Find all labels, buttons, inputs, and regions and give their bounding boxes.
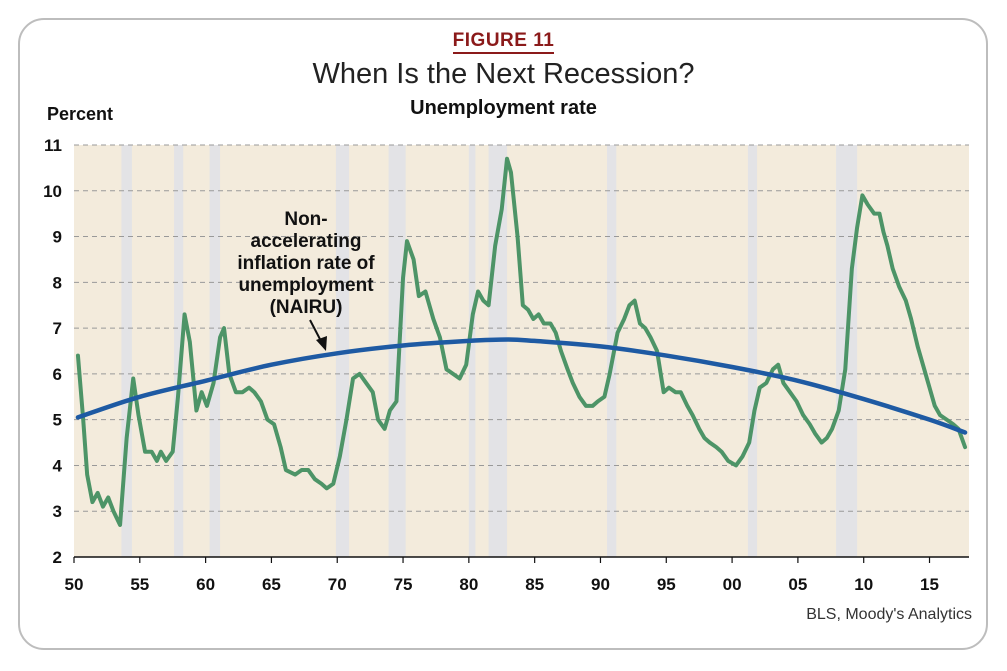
recession-band <box>174 145 184 557</box>
recession-band <box>468 145 476 557</box>
nairu-annotation-line: unemployment <box>238 275 374 296</box>
y-axis-unit-label: Percent <box>47 104 114 124</box>
x-tick-label: 70 <box>328 575 347 594</box>
y-tick-label: 9 <box>53 228 62 247</box>
y-tick-label: 5 <box>53 411 62 430</box>
nairu-annotation-line: accelerating <box>251 231 362 252</box>
y-tick-label: 7 <box>53 319 62 338</box>
nairu-annotation-line: (NAIRU) <box>270 297 343 318</box>
x-tick-label: 90 <box>591 575 610 594</box>
y-tick-label: 8 <box>53 273 62 292</box>
recession-band <box>209 145 221 557</box>
figure-label: FIGURE 11 <box>0 30 1007 54</box>
x-tick-label: 55 <box>130 575 149 594</box>
x-tick-label: 50 <box>65 575 84 594</box>
x-tick-label: 80 <box>459 575 478 594</box>
plot-background <box>74 145 969 557</box>
y-tick-label: 2 <box>53 548 62 567</box>
recession-band <box>747 145 758 557</box>
recession-band <box>488 145 508 557</box>
x-tick-label: 00 <box>723 575 742 594</box>
nairu-annotation-line: inflation rate of <box>237 253 375 274</box>
chart-subtitle: Unemployment rate <box>410 97 597 119</box>
x-tick-label: 05 <box>788 575 807 594</box>
nairu-line <box>75 337 968 435</box>
nairu-annotation: Non-accelerating inflation rate of unemplo… <box>237 209 375 318</box>
x-tick-label: 85 <box>525 575 544 594</box>
annotation-arrow-head <box>316 336 327 351</box>
y-tick-label: 3 <box>53 502 62 521</box>
x-tick-label: 15 <box>920 575 939 594</box>
recession-band <box>388 145 406 557</box>
chart-title: When Is the Next Recession? <box>312 58 695 90</box>
y-tick-label: 4 <box>53 456 63 475</box>
x-tick-label: 95 <box>657 575 676 594</box>
x-tick-label: 65 <box>262 575 281 594</box>
unemployment-rate-line <box>75 156 968 527</box>
x-tick-label: 60 <box>196 575 215 594</box>
y-tick-label: 10 <box>43 182 62 201</box>
nairu-annotation-line: Non- <box>284 209 327 230</box>
x-tick-label: 75 <box>394 575 413 594</box>
y-tick-label: 6 <box>53 365 62 384</box>
recession-band <box>121 145 132 557</box>
x-tick-label: 10 <box>854 575 873 594</box>
source-note: BLS, Moody's Analytics <box>806 606 972 623</box>
recession-band <box>607 145 617 557</box>
y-tick-label: 11 <box>44 136 62 155</box>
